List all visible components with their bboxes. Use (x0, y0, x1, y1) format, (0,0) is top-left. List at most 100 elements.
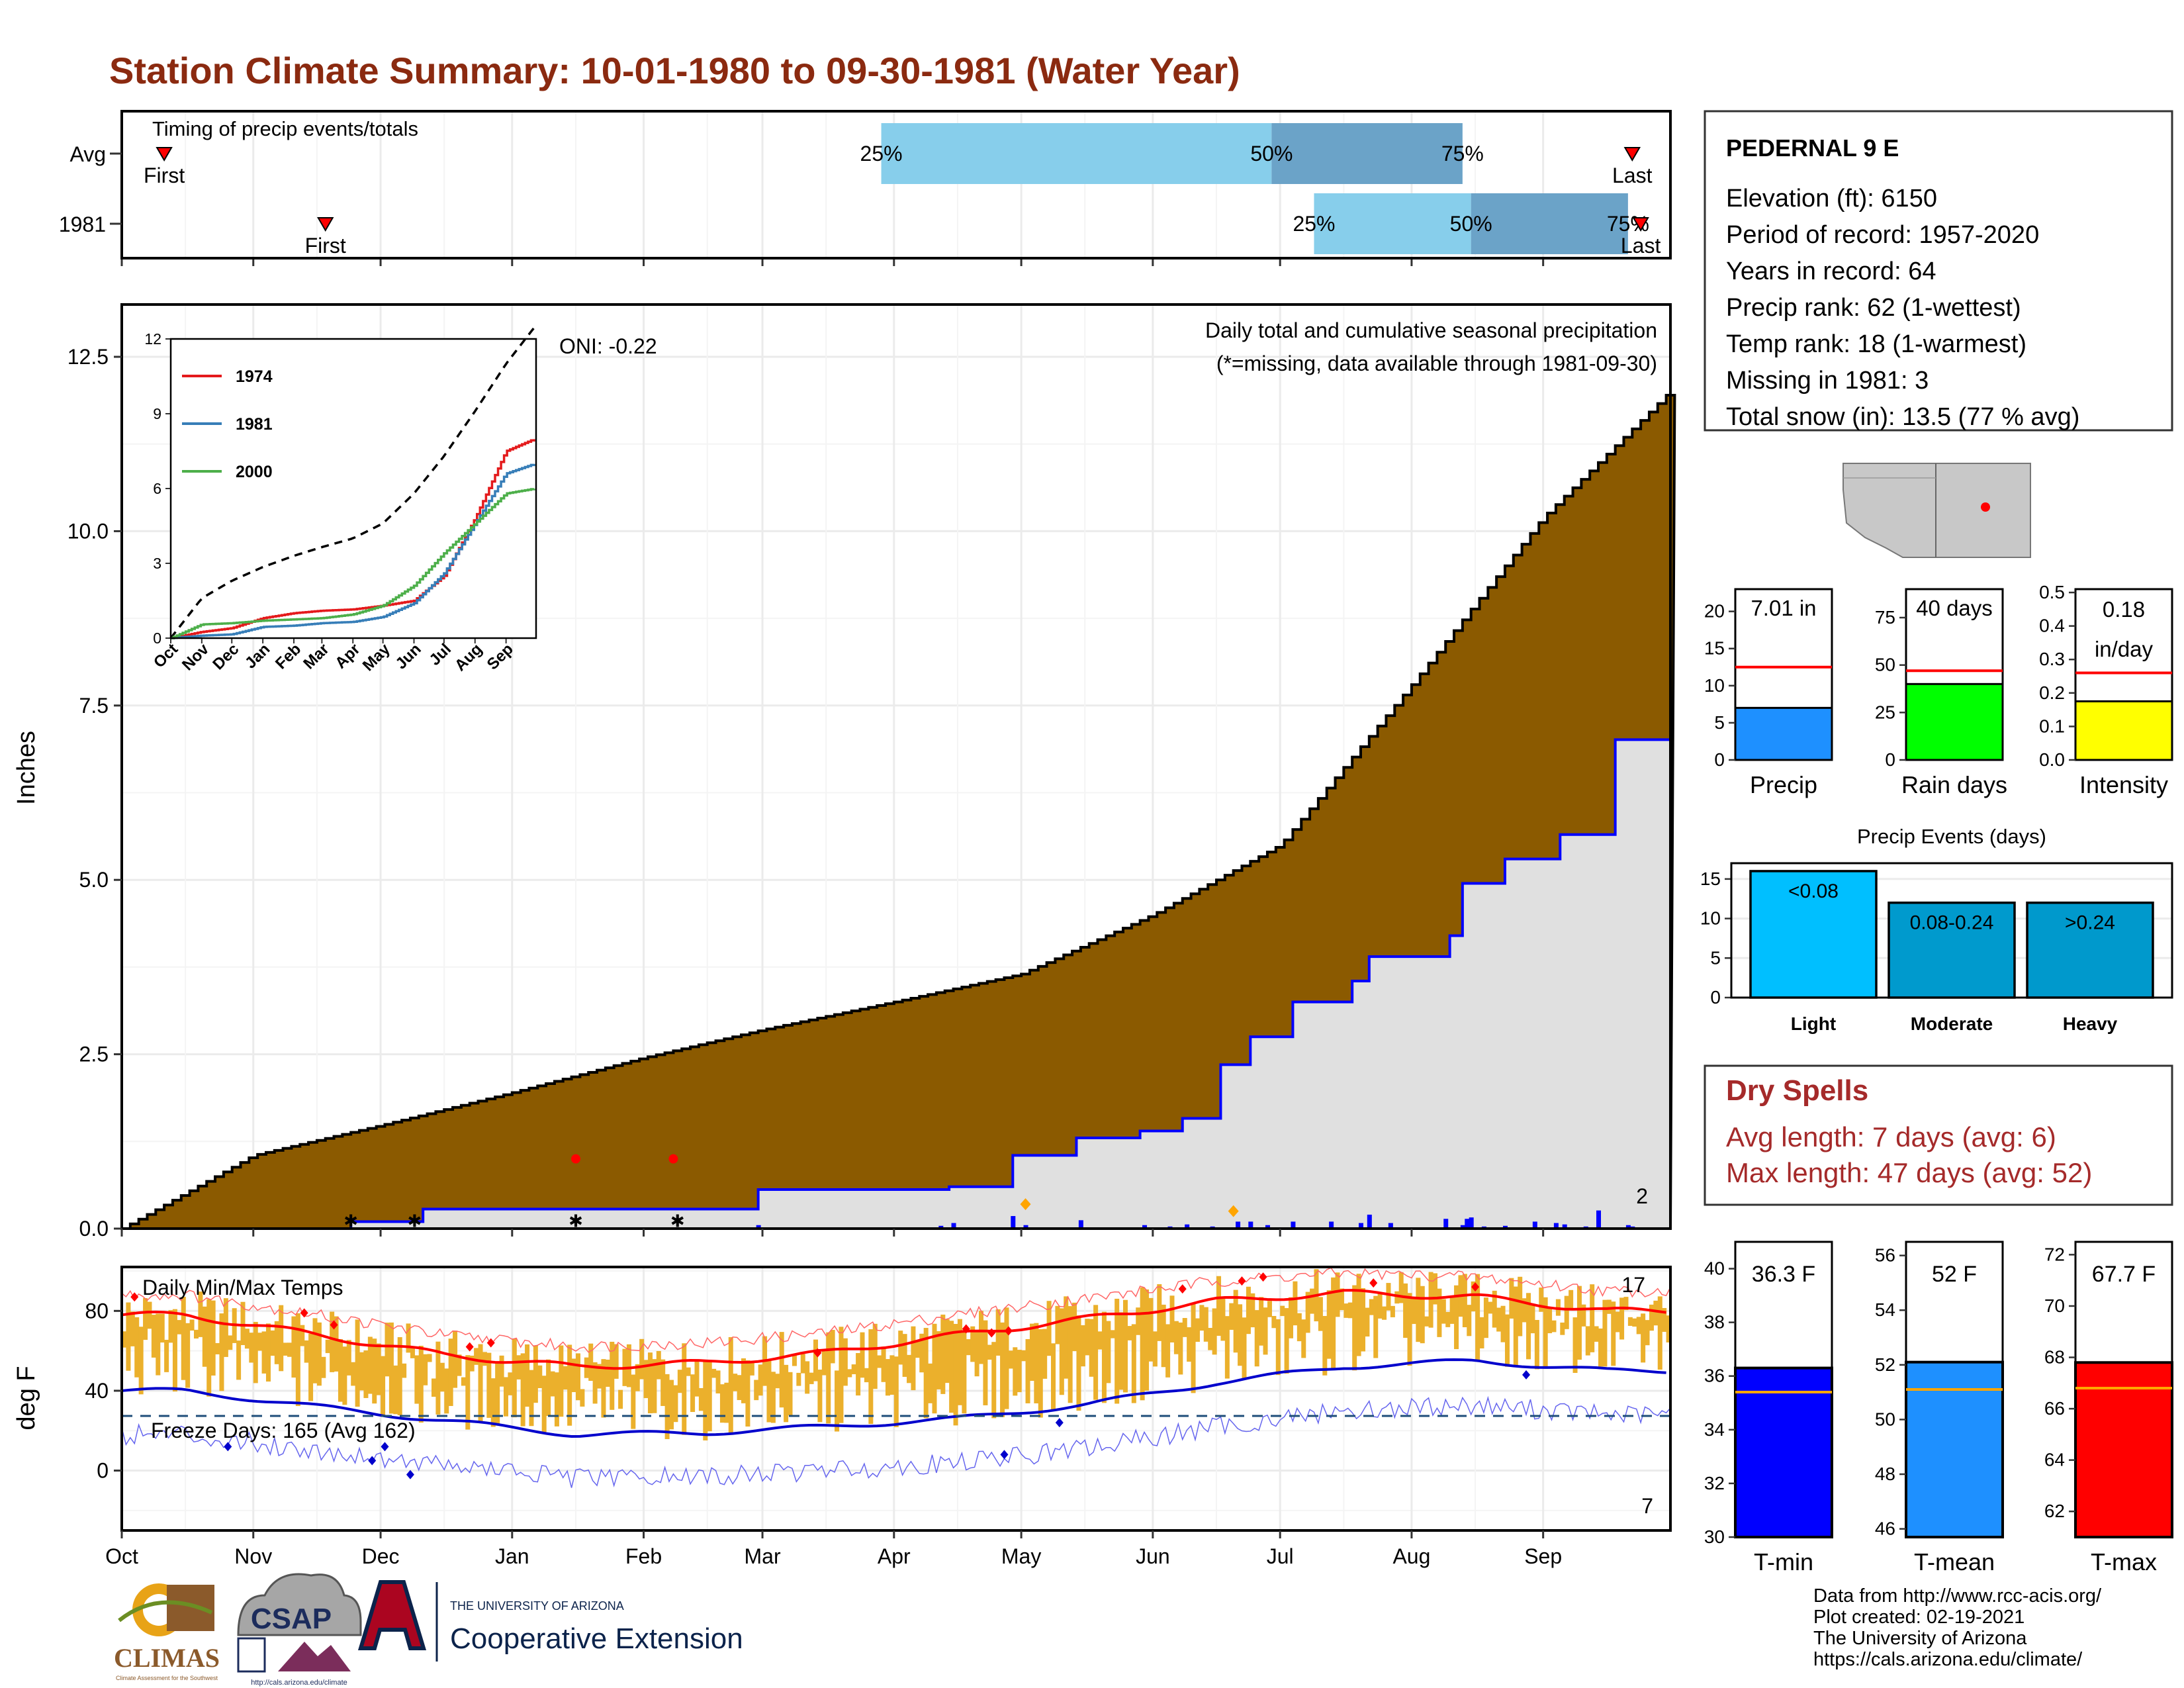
temp-range-bar (1093, 1305, 1099, 1400)
kpi-tick-label: 0 (1714, 749, 1725, 770)
temp-range-bar (626, 1344, 631, 1387)
temp-range-bar (741, 1358, 747, 1403)
temp-range-bar (1034, 1323, 1039, 1403)
temp-range-bar (618, 1389, 623, 1409)
temp-kpi-bar (1905, 1360, 2004, 1538)
temp-range-bar (295, 1313, 300, 1407)
svg-text:The University of Arizona: The University of Arizona (1813, 1628, 2027, 1649)
temp-range-bar (1144, 1289, 1150, 1391)
temp-range-bar (1246, 1286, 1251, 1335)
temp-range-bar (1606, 1299, 1612, 1314)
daily-precip-bar (1553, 1223, 1559, 1229)
daily-precip-bar (1562, 1224, 1567, 1229)
event-category: Moderate (1911, 1013, 1993, 1034)
kpi-tick-label: 20 (1704, 601, 1725, 622)
temp-range-bar (1572, 1317, 1578, 1374)
temp-range-bar (164, 1340, 169, 1372)
events-frame (1730, 862, 2173, 999)
svg-text:CSAP: CSAP (251, 1603, 332, 1635)
temp-range-bar (508, 1372, 513, 1395)
temp-range-bar (898, 1331, 903, 1365)
temp-range-bar (300, 1325, 305, 1346)
record-high-point (1369, 1278, 1378, 1288)
temp-range-bar (1085, 1319, 1090, 1356)
svg-text:Data from http://www.rcc-acis.: Data from http://www.rcc-acis.org/ (1813, 1585, 2102, 1607)
temp-range-bar (270, 1330, 275, 1356)
record-low-point (1055, 1418, 1064, 1428)
temp-range-bar (1653, 1300, 1659, 1326)
record-high-point (1004, 1326, 1013, 1336)
station-line: Years in record: 64 (1726, 258, 1936, 285)
avg-min-line (121, 1358, 1666, 1438)
temp-range-bar (533, 1345, 538, 1403)
climas-logo: CLIMAS Climate Assessment for the Southw… (114, 1583, 220, 1681)
temp-kpi-tick-label: 36 (1704, 1366, 1725, 1386)
temp-range-bar (991, 1342, 997, 1419)
temp-range-bar (1072, 1302, 1077, 1352)
temp-range-bar (1161, 1304, 1166, 1368)
record-high-point (300, 1308, 308, 1318)
temp-range-bar (402, 1363, 407, 1378)
temp-range-bar (520, 1353, 525, 1427)
kpi-tick-label: 0.3 (2039, 649, 2065, 669)
daily-precip-bar (1625, 1225, 1631, 1229)
temp-range-bar (219, 1313, 224, 1391)
timing-p25: 25% (860, 142, 903, 165)
temp-range-bar (614, 1344, 619, 1379)
month-tick-label: May (1001, 1544, 1041, 1568)
record-min-line (121, 1395, 1671, 1488)
temp-range-bar (1369, 1299, 1374, 1315)
svg-text:Cooperative Extension: Cooperative Extension (450, 1622, 743, 1655)
year-cumulative-precip-area (122, 738, 1672, 1230)
month-tick-label: Jun (1136, 1544, 1170, 1568)
temp-range-bar (202, 1306, 207, 1367)
temp-range-bar (779, 1332, 784, 1408)
temp-range-bar (1310, 1288, 1315, 1314)
temp-range-bar (1284, 1308, 1289, 1374)
kpi-value: 40 days (1916, 596, 1993, 620)
temp-range-bar (1122, 1299, 1128, 1393)
temp-range-bar (168, 1310, 173, 1343)
daily-precip-bar (1185, 1224, 1190, 1229)
temp-range-bar (1343, 1303, 1349, 1318)
svg-text:THE UNIVERSITY OF ARIZONA: THE UNIVERSITY OF ARIZONA (450, 1599, 624, 1613)
precip-ytick-label: 5.0 (79, 868, 109, 892)
temp-range-bar (122, 1331, 127, 1348)
temp-kpi-tick-label: 66 (2044, 1398, 2065, 1419)
temp-ylabel: deg F (13, 1366, 40, 1430)
temp-range-bar (1275, 1319, 1281, 1376)
kpi-tick-label: 75 (1875, 607, 1895, 628)
temp-range-bar (1645, 1320, 1650, 1346)
temp-range-bar (885, 1359, 890, 1396)
precip-ytick-label: 10.0 (68, 519, 109, 543)
inset-legend-label: 2000 (236, 463, 273, 481)
temp-range-bar (1449, 1296, 1455, 1324)
temp-range-bar (1386, 1283, 1391, 1311)
temp-kpi-value: 52 F (1932, 1262, 1977, 1287)
temp-range-bar (423, 1354, 428, 1385)
temp-range-bar (1017, 1350, 1022, 1393)
temp-range-bar (1615, 1311, 1620, 1333)
temp-range-bar (406, 1323, 411, 1353)
temp-range-bar (1229, 1303, 1234, 1330)
svg-text:https://cals.arizona.edu/clima: https://cals.arizona.edu/climate/ (1813, 1649, 2083, 1670)
temp-range-bar (372, 1338, 377, 1404)
temp-range-bar (1021, 1350, 1026, 1362)
temp-range-bar (503, 1377, 508, 1417)
temp-range-bar (143, 1298, 148, 1340)
temp-range-bar (830, 1330, 835, 1364)
temp-range-bar (698, 1387, 704, 1411)
temp-range-bar (1662, 1307, 1667, 1332)
temp-range-bar (359, 1352, 365, 1391)
month-tick-label: Mar (745, 1544, 781, 1568)
temp-range-bar (1331, 1277, 1336, 1371)
temp-range-bar (737, 1375, 742, 1401)
temp-kpi-tick-label: 50 (1875, 1409, 1895, 1429)
temp-range-bar (821, 1351, 827, 1376)
temp-range-bar (1199, 1305, 1205, 1331)
daily-precip-bar (1265, 1225, 1270, 1229)
timing-quartile-bar-1 (881, 123, 1272, 184)
temp-range-bar (754, 1380, 759, 1401)
temp-range-bar (376, 1343, 381, 1395)
events-tick-label: 0 (1710, 987, 1721, 1008)
